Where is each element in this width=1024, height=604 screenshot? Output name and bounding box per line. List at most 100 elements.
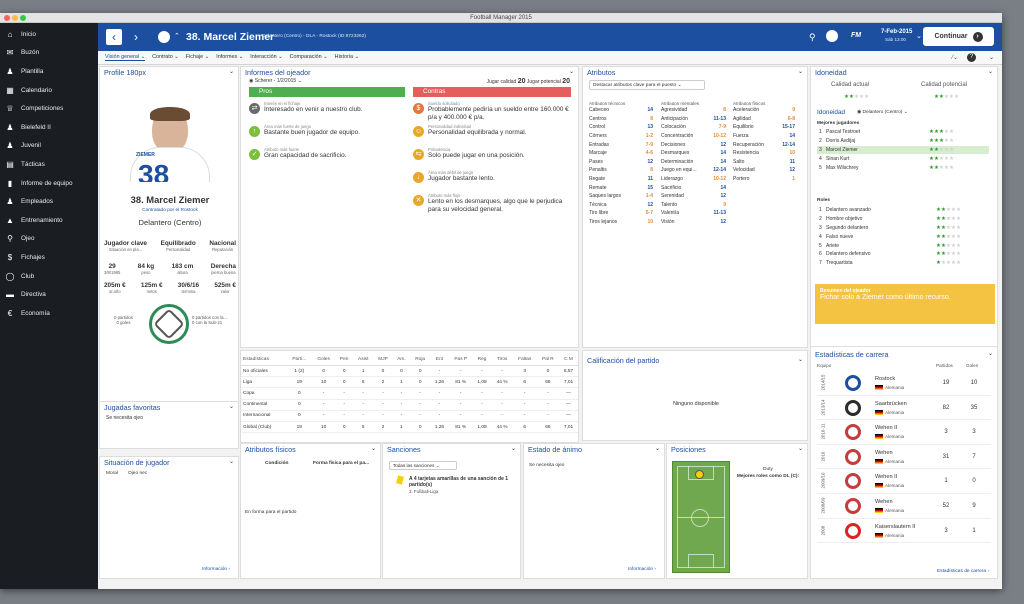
chevron-updown-icon[interactable]: ⌃ [174, 33, 180, 40]
scout-selector[interactable]: ◉ Scherer - 1/2/2015 ⌄ [249, 78, 302, 84]
career-club[interactable]: Saarbrücken [875, 400, 907, 407]
panel-chevron-icon[interactable]: ⌄ [568, 69, 574, 75]
panel-chevron-icon[interactable]: ⌄ [797, 357, 803, 363]
subnav-tab[interactable]: Comparación ⌄ [289, 54, 328, 60]
sidebar-item-juvenil[interactable]: ♟ Juvenil [0, 137, 98, 156]
stats-column-header[interactable]: Estadísticas [241, 354, 287, 366]
career-row[interactable]: 2010 Wehen Alemania 31 7 [817, 445, 991, 470]
maximize-window-icon[interactable] [20, 15, 26, 21]
stats-column-header[interactable]: Roja [410, 354, 430, 366]
career-row[interactable]: 2010-11 Wehen II Alemania 3 3 [817, 420, 991, 445]
career-club[interactable]: Wehen II [875, 474, 898, 481]
best-player-row[interactable]: 1 Pascal Testroet ★★★★★ [817, 128, 989, 137]
stats-column-header[interactable]: Pen [335, 354, 354, 366]
role-row[interactable]: 4 Falso nueve ★★★★★ [817, 232, 989, 241]
forward-icon[interactable]: › [134, 30, 138, 44]
career-club[interactable]: Kaiserslautern II [875, 523, 916, 530]
panel-chevron-icon[interactable]: ⌄ [797, 69, 803, 75]
subnav-tab[interactable]: Contrato ⌄ [152, 54, 179, 60]
minimize-window-icon[interactable] [12, 15, 18, 21]
sidebar-item-entrenamiento[interactable]: ▲ Entrenamiento [0, 211, 98, 230]
club-crest-icon[interactable] [156, 29, 172, 45]
best-player-row[interactable]: 4 Sinan Kurt ★★★★★ [817, 154, 989, 163]
sidebar-item-ojeo[interactable]: ⚲ Ojeo [0, 230, 98, 249]
sidebar-item-t-cticas[interactable]: ▤ Tácticas [0, 155, 98, 174]
menu-chevron-icon[interactable]: ⌄ [988, 55, 994, 61]
sidebar-item-fichajes[interactable]: $ Fichajes [0, 248, 98, 267]
panel-chevron-icon[interactable]: ⌄ [228, 404, 234, 410]
sidebar-item-inicio[interactable]: ⌂ Inicio [0, 25, 98, 44]
best-player-row[interactable]: 2 Dorris Avdijaj ★★★★★ [817, 137, 989, 146]
stats-column-header[interactable]: Parti... [286, 354, 312, 366]
stats-column-header[interactable]: Asist [353, 354, 374, 366]
career-row[interactable]: 2014/15 Rostock Alemania 19 10 [817, 371, 991, 396]
role-row[interactable]: 3 Segundo delantero ★★★★★ [817, 224, 989, 233]
continue-button[interactable]: Continuar › [923, 27, 994, 46]
sidebar-item-calendario[interactable]: ▦ Calendario [0, 81, 98, 100]
career-row[interactable]: 2008 Kaiserslautern II Alemania 3 1 [817, 519, 991, 544]
sidebar-item-club[interactable]: ◯ Club [0, 267, 98, 286]
role-row[interactable]: 2 Hombre objetivo ★★★★★ [817, 215, 989, 224]
highlight-attributes-select[interactable]: Destacar atributos clave para el puesto … [589, 80, 705, 90]
best-player-row[interactable]: 3 Marcel Ziemer ★★★★★ [817, 145, 989, 155]
profile-menu-icon[interactable] [826, 30, 838, 42]
close-window-icon[interactable] [4, 15, 10, 21]
tools-icon[interactable]: ⁄⌄ [951, 55, 958, 61]
sidebar-item-buz-n[interactable]: ✉ Buzón [0, 44, 98, 63]
role-row[interactable]: 5 Ariete ★★★★★ [817, 241, 989, 250]
career-club[interactable]: Rostock [875, 376, 896, 382]
panel-chevron-icon[interactable]: ⌄ [987, 351, 993, 357]
sidebar-item-bielefeld-ii[interactable]: ♟ Bielefeld II [0, 118, 98, 137]
role-row[interactable]: 6 Delantero defensivo ★★★★★ [817, 250, 989, 259]
subnav-tab[interactable]: Fichaje ⌄ [185, 54, 210, 60]
stats-column-header[interactable]: C M [559, 354, 578, 366]
career-club[interactable]: Wehen II [875, 425, 898, 432]
information-link[interactable]: Información › [202, 567, 230, 572]
subnav-tab[interactable]: Informes ⌄ [216, 54, 244, 60]
stats-column-header[interactable]: Goles [311, 354, 336, 366]
stats-column-header[interactable]: Tiros [491, 354, 513, 366]
career-row[interactable]: 2013/14 Saarbrücken Alemania 82 35 [817, 396, 991, 421]
fm-menu-icon[interactable]: FM [851, 32, 862, 39]
career-club[interactable]: Wehen [875, 498, 893, 505]
panel-chevron-icon[interactable]: ⌄ [228, 459, 234, 465]
sanctions-filter[interactable]: Todas las sanciones ⌄ [389, 461, 457, 470]
sidebar-item-econom-a[interactable]: € Economía [0, 304, 98, 323]
stats-column-header[interactable]: Pas P [448, 354, 473, 366]
panel-chevron-icon[interactable]: ⌄ [797, 446, 803, 452]
panel-chevron-icon[interactable]: ⌄ [654, 446, 660, 452]
career-club[interactable]: Wehen [875, 449, 893, 456]
information-link[interactable]: Información › [628, 567, 656, 572]
panel-chevron-icon[interactable]: ⌄ [987, 69, 993, 75]
date-chevron-icon[interactable]: ⌄ [916, 33, 922, 40]
stats-column-header[interactable]: Am. [392, 354, 411, 366]
stats-column-header[interactable]: Reg [472, 354, 492, 366]
subnav-tab[interactable]: Visión general ⌄ [105, 54, 146, 61]
stats-column-header[interactable]: Faltas [512, 354, 537, 366]
search-icon[interactable]: ⚲ [809, 32, 816, 42]
stats-column-header[interactable]: Ent [429, 354, 449, 366]
career-stats-link[interactable]: Estadísticas de carrera › [937, 569, 989, 574]
help-icon[interactable]: ? [967, 53, 976, 62]
back-icon[interactable]: ‹ [106, 29, 122, 45]
sidebar-item-empleados[interactable]: ♟ Empleados [0, 192, 98, 211]
subnav-tab[interactable]: Interacción ⌄ [250, 54, 283, 60]
subnav-tab[interactable]: Historia ⌄ [334, 54, 359, 60]
career-row[interactable]: 2008/09 Wehen Alemania 52 9 [817, 494, 991, 519]
panel-chevron-icon[interactable]: ⌄ [228, 69, 234, 75]
sidebar-item-competiciones[interactable]: ♕ Competiciones [0, 99, 98, 118]
sidebar-item-informe-de-equipo[interactable]: ▮ Informe de equipo [0, 174, 98, 193]
position-select[interactable]: ◉ Delantero (Centro) ⌄ [857, 110, 908, 115]
hired-by[interactable]: Contratado por el Rostock [142, 208, 198, 213]
sidebar-item-plantilla[interactable]: ♟ Plantilla [0, 62, 98, 81]
career-row[interactable]: 2009/10 Wehen II Alemania 1 0 [817, 469, 991, 494]
stats-column-header[interactable]: MJP [373, 354, 393, 366]
attribute-row: Pases 12 [589, 158, 664, 167]
sidebar-item-directiva[interactable]: ▬ Directiva [0, 285, 98, 304]
panel-chevron-icon[interactable]: ⌄ [510, 446, 516, 452]
best-player-row[interactable]: 5 Max Wilschrey ★★★★★ [817, 163, 989, 172]
panel-chevron-icon[interactable]: ⌄ [370, 446, 376, 452]
role-row[interactable]: 1 Delantero avanzado ★★★★★ [817, 206, 989, 215]
role-row[interactable]: 7 Trequartista ★★★★★ [817, 259, 989, 268]
stats-column-header[interactable]: Pal R [536, 354, 560, 366]
